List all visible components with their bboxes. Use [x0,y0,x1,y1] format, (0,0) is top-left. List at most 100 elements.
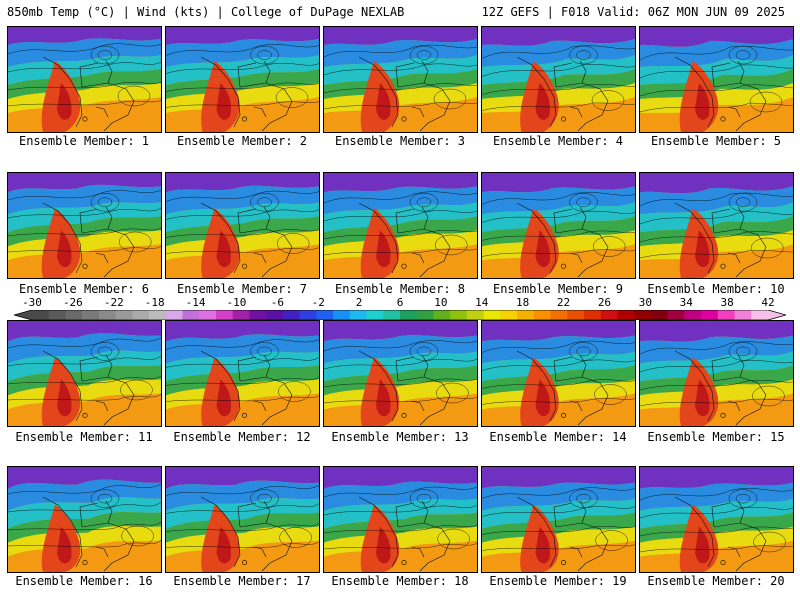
colorbar-segment [684,310,702,320]
ensemble-member-map [7,466,162,573]
colorbar-segment [500,310,518,320]
ensemble-member-label: Ensemble Member: 13 [331,430,469,444]
colorbar-segment [617,310,635,320]
colorbar-segment [165,310,183,320]
ensemble-member-map [7,172,162,279]
colorbar-segment [466,310,485,320]
colorbar-segment [383,310,401,320]
ensemble-member-map [323,26,478,133]
ensemble-member-map [165,26,320,133]
colorbar-segment [149,310,167,320]
colorbar-segment [667,310,685,320]
colorbar-segment [550,310,568,320]
colorbar-segment [734,310,752,320]
ensemble-member-map [639,172,794,279]
ensemble-member-label: Ensemble Member: 4 [492,134,624,148]
ensemble-member-map [323,466,478,573]
colorbar-segment [216,310,234,320]
ensemble-member-label: Ensemble Member: 8 [334,282,466,296]
colorbar-segment [567,310,585,320]
ensemble-member-label: Ensemble Member: 2 [176,134,308,148]
ensemble-member-label: Ensemble Member: 5 [650,134,782,148]
ensemble-member-label: Ensemble Member: 11 [15,430,153,444]
ensemble-member-label: Ensemble Member: 3 [334,134,466,148]
colorbar-segment [650,310,669,320]
colorbar-segment [48,310,66,320]
ensemble-member-map [481,172,636,279]
colorbar-segment [349,310,367,320]
colorbar-segment [751,310,769,320]
colorbar-segment [701,310,719,320]
colorbar-tick-label: 38 [720,296,734,309]
colorbar-segment [266,310,284,320]
colorbar-segment [600,310,618,320]
colorbar-tick-label: -26 [62,296,83,309]
ensemble-member-label: Ensemble Member: 6 [18,282,150,296]
colorbar-tick-label: -6 [270,296,284,309]
colorbar-segment [366,310,384,320]
ensemble-member-label: Ensemble Member: 18 [331,574,469,588]
colorbar-tick-label: 34 [679,296,693,309]
colorbar-tick-label: 42 [761,296,775,309]
colorbar-segment [299,310,317,320]
colorbar-tick-label: -10 [226,296,247,309]
colorbar-tick-label: -22 [103,296,124,309]
ensemble-member-label: Ensemble Member: 20 [647,574,785,588]
ensemble-member-map [639,466,794,573]
colorbar-segment [634,310,652,320]
ensemble-member-label: Ensemble Member: 19 [489,574,627,588]
colorbar-segment [182,310,200,320]
colorbar-left-arrow [14,310,32,320]
colorbar-tick-label: -18 [144,296,165,309]
colorbar-segment [32,310,50,320]
ensemble-member-map [165,320,320,427]
map-title: 850mb Temp (°C) | Wind (kts) | College o… [7,5,405,19]
ensemble-member-label: Ensemble Member: 7 [176,282,308,296]
ensemble-member-map [7,26,162,133]
colorbar-segment [82,310,100,320]
colorbar-segment [517,310,535,320]
colorbar-segment [483,310,501,320]
colorbar-segment [132,310,150,320]
model-run-info: 12Z GEFS | F018 Valid: 06Z MON JUN 09 20… [481,5,785,19]
colorbar-segment [400,310,418,320]
colorbar-tick-labels: -30 -26 -22 -18 -14 -10 -6 -2 2 6 10 14 18 22 26 30 34 38… [0,297,800,309]
colorbar-segment [232,310,250,320]
ensemble-member-label: Ensemble Member: 1 [18,134,150,148]
ensemble-member-map [323,320,478,427]
ensemble-member-map [481,466,636,573]
colorbar-segment [282,310,301,320]
colorbar-tick-label: 26 [597,296,612,309]
colorbar-tick-label: 6 [396,296,404,309]
colorbar-tick-label: -30 [22,296,42,309]
colorbar-segment [433,310,451,320]
ensemble-member-label: Ensemble Member: 17 [173,574,311,588]
colorbar-right-arrow [768,310,786,320]
ensemble-member-label: Ensemble Member: 10 [647,282,785,296]
colorbar-tick-label: -2 [311,296,325,309]
colorbar-segment [333,310,351,320]
ensemble-member-label: Ensemble Member: 15 [647,430,785,444]
colorbar-segment [98,310,117,320]
colorbar-segment [199,310,217,320]
colorbar-tick-label: 14 [475,296,489,309]
colorbar-segment [717,310,735,320]
ensemble-member-label: Ensemble Member: 16 [15,574,153,588]
temperature-colorbar [14,310,786,320]
colorbar-segment [584,310,602,320]
colorbar-tick-label: 30 [638,296,652,309]
ensemble-member-map [639,320,794,427]
ensemble-member-map [639,26,794,133]
ensemble-member-map [323,172,478,279]
ensemble-member-label: Ensemble Member: 12 [173,430,311,444]
colorbar-tick-label: 10 [434,296,448,309]
ensemble-member-map [165,172,320,279]
colorbar-segment [416,310,434,320]
ensemble-member-map [165,466,320,573]
colorbar-tick-label: 18 [516,296,530,309]
colorbar-segment [249,310,267,320]
ensemble-member-label: Ensemble Member: 14 [489,430,627,444]
colorbar-segment [533,310,551,320]
colorbar-tick-label: -14 [185,296,206,309]
ensemble-member-map [481,320,636,427]
